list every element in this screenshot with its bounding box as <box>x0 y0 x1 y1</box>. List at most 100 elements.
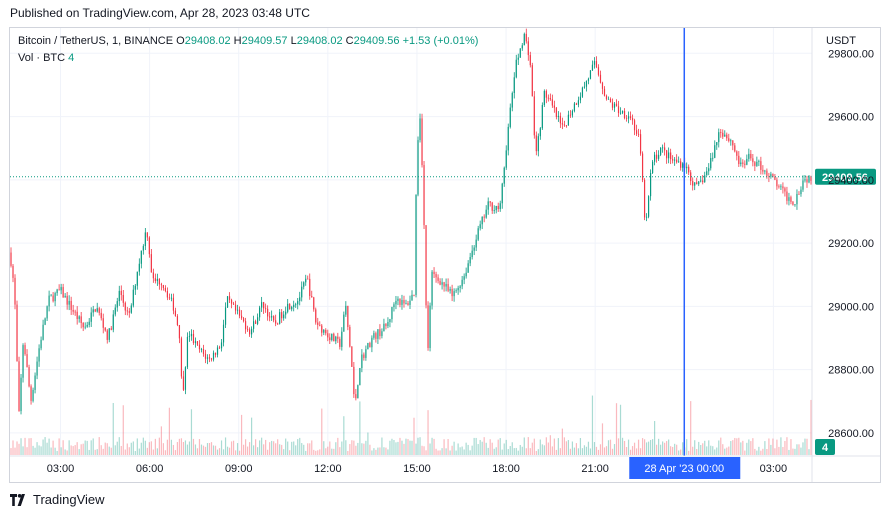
volume-bar <box>619 404 622 455</box>
candle-body <box>329 337 331 341</box>
candle-body <box>774 176 776 180</box>
volume-bar <box>668 439 670 455</box>
candle-body <box>293 304 295 308</box>
volume-bar <box>74 445 76 455</box>
volume-bar <box>44 437 46 455</box>
volume-bar <box>62 440 64 455</box>
volume-bar <box>694 440 696 455</box>
volume-bar <box>285 438 287 455</box>
volume-bar <box>770 444 772 455</box>
candle-body <box>118 290 120 302</box>
volume-bar <box>798 444 800 455</box>
volume-bar <box>140 442 142 455</box>
symbol-name: Bitcoin / TetherUS, 1, BINANCE <box>18 35 174 47</box>
volume-bar <box>465 442 467 455</box>
symbol-legend: Bitcoin / TetherUS, 1, BINANCE O29408.02… <box>18 35 478 47</box>
volume-bar <box>633 442 636 455</box>
volume-bar <box>557 438 559 455</box>
volume-bar <box>216 449 219 455</box>
volume-bar <box>509 446 511 455</box>
tradingview-logo-icon <box>10 493 28 506</box>
volume-bar <box>555 449 557 455</box>
candle-body <box>289 303 291 310</box>
y-tick-label: 29000.00 <box>828 301 874 313</box>
candle-body <box>459 286 461 288</box>
volume-bar <box>287 441 289 455</box>
candle-body <box>319 324 321 326</box>
candle-body <box>305 278 307 283</box>
chart-frame[interactable] <box>9 27 881 483</box>
candle-body <box>547 97 549 99</box>
x-tick-label: 21:00 <box>581 463 609 475</box>
volume-bar <box>676 444 678 455</box>
volume-bar <box>281 444 283 455</box>
volume-bar <box>774 448 776 455</box>
volume-bar <box>656 444 658 455</box>
candle-body <box>395 300 397 305</box>
candle-body <box>471 250 473 258</box>
candle-body <box>178 324 181 339</box>
candle-body <box>619 112 622 114</box>
candle-body <box>555 107 557 117</box>
volume-bar <box>461 446 463 455</box>
volume-bar <box>363 443 365 455</box>
volume-bar <box>503 443 505 455</box>
candle-body <box>299 297 301 302</box>
volume-bar <box>760 450 762 455</box>
candle-body <box>176 316 179 325</box>
candle-body <box>200 349 203 350</box>
candle-body <box>355 394 357 399</box>
volume-bar <box>722 444 724 455</box>
candle-body <box>158 278 160 285</box>
candle-body <box>38 348 40 362</box>
candle-body <box>764 170 766 172</box>
volume-bar <box>369 444 371 455</box>
tradingview-footer[interactable]: TradingView <box>10 492 105 507</box>
volume-bar <box>702 443 704 455</box>
candle-body <box>246 329 249 331</box>
volume-bar <box>525 448 527 455</box>
candle-body <box>411 294 413 301</box>
volume-bar <box>319 449 321 455</box>
volume-bar <box>621 437 624 455</box>
volume-bar <box>445 448 447 455</box>
volume-bar <box>748 439 750 455</box>
volume-bar <box>577 448 580 455</box>
candle-body <box>794 204 796 206</box>
candle-body <box>475 239 477 248</box>
candle-body <box>678 161 680 163</box>
volume-bar <box>728 446 730 455</box>
candle-body <box>649 172 652 197</box>
volume-bar <box>674 443 676 455</box>
candle-body <box>728 138 730 141</box>
volume-bar <box>487 447 489 455</box>
candle-body <box>511 93 513 108</box>
candle-body <box>748 153 750 159</box>
volume-bar <box>144 440 146 455</box>
candle-body <box>26 354 28 368</box>
candle-body <box>273 316 275 321</box>
candle-body <box>126 310 128 312</box>
candle-body <box>776 179 778 187</box>
volume-bar <box>740 442 742 455</box>
candle-body <box>164 287 166 292</box>
candle-body <box>463 276 465 280</box>
volume-bar <box>230 441 233 455</box>
volume-bar <box>22 446 24 455</box>
volume-bar <box>788 449 790 455</box>
candle-body <box>22 345 24 378</box>
volume-bars <box>10 395 812 455</box>
volume-bar <box>473 437 475 455</box>
candle-body <box>413 294 415 296</box>
candle-body <box>124 302 126 311</box>
candle-body <box>353 366 355 395</box>
volume-bar <box>712 446 714 455</box>
candle-body <box>790 197 792 202</box>
volume-bar <box>654 421 656 455</box>
candle-body <box>664 147 666 151</box>
volume-bar <box>273 441 275 455</box>
candle-body <box>14 277 16 305</box>
candle-body <box>122 295 124 303</box>
candle-body <box>18 361 20 412</box>
